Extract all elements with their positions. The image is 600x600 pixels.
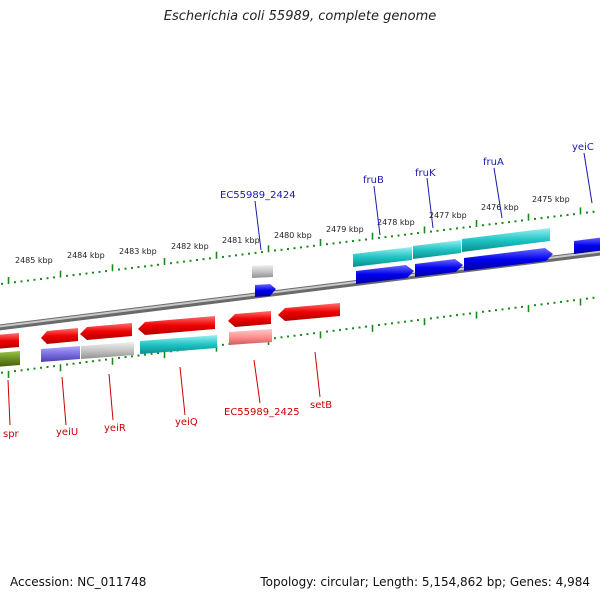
scale-label: 2477 kbp xyxy=(429,211,467,220)
gene-setb xyxy=(278,303,340,321)
scale-label: 2481 kbp xyxy=(222,236,260,245)
gene-yeiq xyxy=(138,316,215,335)
gene-label-yeir: yeiR xyxy=(104,423,126,434)
forward-gene-labels: EC55989_2424 fruB fruK fruA yeiC xyxy=(220,142,594,251)
cog-bars-forward xyxy=(252,228,550,278)
gene-label-yeiq: yeiQ xyxy=(175,417,198,428)
gene-label-ec55989-2425: EC55989_2425 xyxy=(224,407,300,418)
gene-spr xyxy=(0,333,19,349)
gene-label-frua: fruA xyxy=(483,157,504,168)
cog-bar-ec55989-2425 xyxy=(229,329,272,345)
scale-label: 2485 kbp xyxy=(15,256,53,265)
cog-bar-frua xyxy=(462,228,550,252)
cog-bar-fruk xyxy=(413,240,461,259)
reverse-gene-labels: spr yeiU yeiR yeiQ EC55989_2425 setB xyxy=(3,351,332,440)
gene-fruk xyxy=(415,259,463,277)
map-title: Escherichia coli 55989, complete genome xyxy=(163,9,437,24)
scale-label: 2479 kbp xyxy=(326,225,364,234)
gene-ec55989-2425 xyxy=(228,311,271,327)
cog-bar-yeir xyxy=(81,342,134,359)
gene-label-setb: setB xyxy=(310,400,332,411)
cog-bar-frub xyxy=(353,247,412,267)
cog-bar-spr xyxy=(0,351,20,367)
gene-label-fruk: fruK xyxy=(415,168,436,179)
gene-label-frub: fruB xyxy=(363,175,384,186)
scale-label: 2478 kbp xyxy=(377,218,415,227)
genes-forward xyxy=(255,237,600,297)
gene-ec55989-2424 xyxy=(255,284,276,297)
scale-label: 2475 kbp xyxy=(532,195,570,204)
gene-label-yeic: yeiC xyxy=(572,142,594,153)
accession-text: Accession: NC_011748 xyxy=(10,575,147,589)
cog-bar-ec55989-2424 xyxy=(252,265,273,278)
scale-label: 2482 kbp xyxy=(171,242,209,251)
gene-frub xyxy=(356,265,414,284)
scale-label: 2483 kbp xyxy=(119,247,157,256)
genes-reverse xyxy=(0,303,340,349)
gene-yeir xyxy=(80,323,132,340)
gene-yeic xyxy=(574,237,600,254)
scale-labels: 2485 kbp 2484 kbp 2483 kbp 2482 kbp 2481… xyxy=(15,195,570,265)
cog-bar-yeiq xyxy=(140,335,217,354)
gene-yeiu xyxy=(41,328,78,344)
genome-summary-text: Topology: circular; Length: 5,154,862 bp… xyxy=(260,575,590,589)
cog-bars-reverse xyxy=(0,329,272,367)
gene-label-ec55989-2424: EC55989_2424 xyxy=(220,190,296,201)
scale-label: 2480 kbp xyxy=(274,231,312,240)
gene-label-yeiu: yeiU xyxy=(56,427,78,438)
scale-label: 2484 kbp xyxy=(67,251,105,260)
gene-label-spr: spr xyxy=(3,429,20,440)
gene-frua xyxy=(464,248,553,271)
cog-bar-yeiu xyxy=(41,346,80,362)
